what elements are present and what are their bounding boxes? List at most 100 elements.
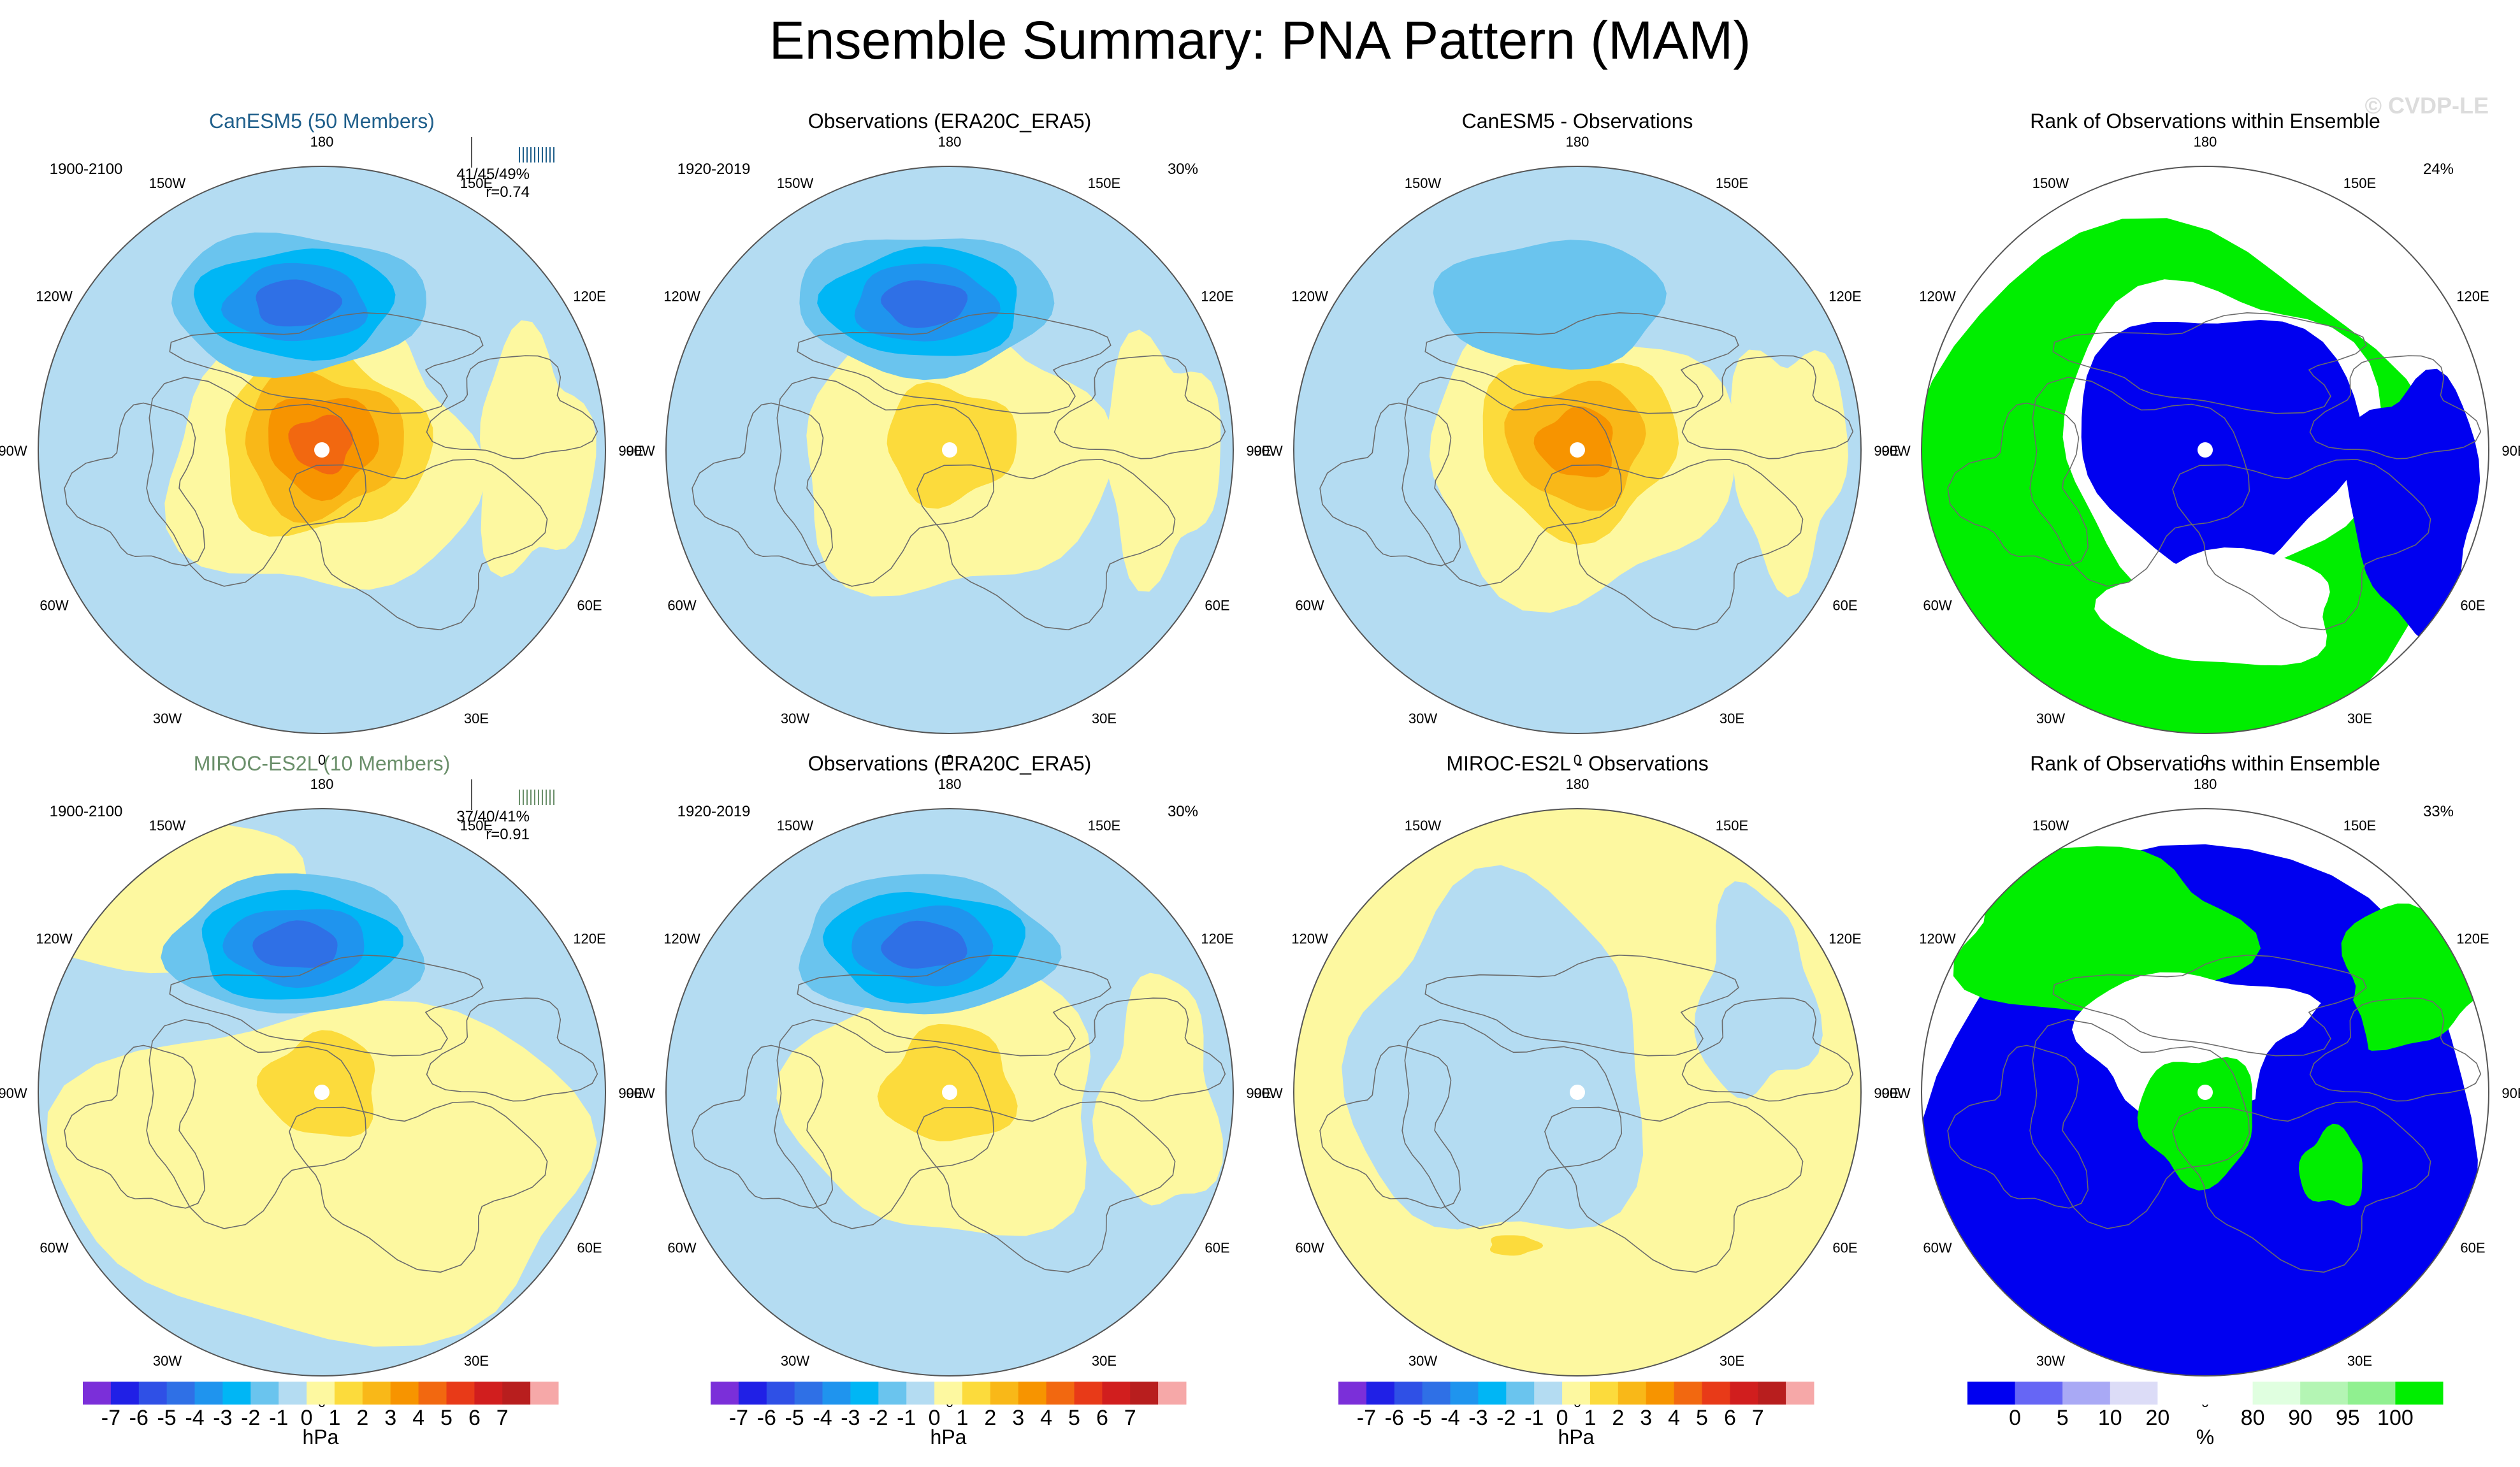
colorbar-tick-label: 95 bbox=[2336, 1406, 2360, 1430]
lon-label: 60E bbox=[1205, 1240, 1229, 1256]
map-field bbox=[1294, 166, 1861, 734]
colorbar-swatch bbox=[2395, 1382, 2444, 1405]
colorbar-swatch bbox=[1130, 1382, 1159, 1405]
lon-label: 30W bbox=[2036, 711, 2065, 726]
lon-label: 120E bbox=[1201, 931, 1233, 947]
colorbar-tick-label: -6 bbox=[1385, 1406, 1404, 1430]
colorbar-swatch bbox=[2110, 1382, 2158, 1405]
colorbar-swatch bbox=[1018, 1382, 1047, 1405]
coastline bbox=[2029, 377, 2250, 587]
lon-label: 120W bbox=[663, 289, 700, 305]
coastline bbox=[64, 1044, 206, 1209]
coastline bbox=[2309, 355, 2482, 459]
rank-region-high bbox=[2137, 1057, 2252, 1191]
variance-explained: 41/45/49% bbox=[456, 166, 530, 183]
lon-label: 30E bbox=[1092, 711, 1117, 726]
lon-label: 30E bbox=[1092, 1353, 1117, 1369]
coastline bbox=[426, 355, 598, 459]
colorbar-swatch bbox=[110, 1382, 140, 1405]
coastline bbox=[426, 997, 598, 1102]
colorbar-swatch bbox=[250, 1382, 279, 1405]
colorbar-tick-label: -3 bbox=[213, 1406, 232, 1430]
colorbar-tick-label: 5 bbox=[1696, 1406, 1708, 1430]
colorbar-swatch bbox=[1074, 1382, 1103, 1405]
colorbar-swatch bbox=[2252, 1382, 2301, 1405]
pattern-correlation: r=0.91 bbox=[486, 826, 530, 843]
anomaly-colorbar-2: -7 -6 -5 -4 -3 -2 -1 0 1 2 3 4 5 6 7 hPa bbox=[711, 1382, 1187, 1449]
coastline bbox=[169, 954, 484, 1057]
colorbar-swatch bbox=[1478, 1382, 1507, 1405]
lon-label: 90E bbox=[2502, 1085, 2520, 1101]
colorbar-tick-label: 5 bbox=[440, 1406, 453, 1430]
coastline bbox=[1947, 402, 2089, 567]
colorbar-swatch bbox=[2015, 1382, 2063, 1405]
colorbar-swatch bbox=[1589, 1382, 1619, 1405]
lon-label: 90W bbox=[1881, 443, 1910, 459]
lon-label: 60E bbox=[1205, 598, 1229, 614]
colorbar-swatch bbox=[2157, 1382, 2206, 1405]
colorbar-tick-label: 0 bbox=[1556, 1406, 1568, 1430]
lon-label: 60W bbox=[1295, 598, 1324, 614]
lon-label: 150W bbox=[149, 175, 186, 191]
coastline bbox=[2052, 312, 2367, 414]
anomaly-colorbar-3: -7 -6 -5 -4 -3 -2 -1 0 1 2 3 4 5 6 7 hPa bbox=[1338, 1382, 1814, 1449]
positive-region bbox=[47, 1001, 597, 1347]
lon-label: 30E bbox=[1720, 711, 1744, 726]
lon-label: 120W bbox=[1291, 931, 1328, 947]
positive-region bbox=[1731, 349, 1848, 598]
coastline bbox=[1401, 1019, 1623, 1229]
colorbar-tick-label: -2 bbox=[1496, 1406, 1516, 1430]
map-panel-1: 180 150E 120E 90E 60E 30E 0 30W 60W 90W 120W 150W Ca… bbox=[0, 110, 644, 768]
colorbar-swatch bbox=[934, 1382, 963, 1405]
lon-label: 30E bbox=[464, 1353, 489, 1369]
lon-label: 90W bbox=[626, 1085, 655, 1101]
lon-label: 90W bbox=[626, 443, 655, 459]
colorbar-swatch bbox=[334, 1382, 363, 1405]
colorbar-swatch bbox=[1338, 1382, 1367, 1405]
colorbar-swatch bbox=[2205, 1382, 2254, 1405]
colorbar-swatch bbox=[1394, 1382, 1423, 1405]
map-border bbox=[665, 166, 1234, 734]
panel-title: Observations (ERA20C_ERA5) bbox=[808, 752, 1092, 775]
colorbar-tick-label: -7 bbox=[101, 1406, 120, 1430]
colorbar-tick-label: 0 bbox=[2009, 1406, 2021, 1430]
lon-label: 120E bbox=[573, 931, 605, 947]
rank-region-high bbox=[2298, 1124, 2363, 1206]
colorbar-tick-label: 6 bbox=[1724, 1406, 1736, 1430]
panel-period: 1900-2100 bbox=[50, 161, 123, 178]
colorbar-tick-label: 0 bbox=[929, 1406, 941, 1430]
panel-title: MIROC-ES2L (10 Members) bbox=[194, 752, 450, 775]
colorbar-swatch bbox=[166, 1382, 195, 1405]
colorbar-tick-label: 7 bbox=[1124, 1406, 1136, 1430]
colorbar-tick-label: 10 bbox=[2098, 1406, 2122, 1430]
coastline bbox=[2029, 1019, 2250, 1229]
lon-label: 90E bbox=[618, 1085, 643, 1101]
coastline bbox=[2172, 1101, 2431, 1273]
map-panel-2: 180 150E 120E 90E 60E 30E 0 30W 60W 90W 120W 150W Ob… bbox=[626, 110, 1271, 768]
lon-label: 90E bbox=[1246, 1085, 1271, 1101]
colorbar-swatch bbox=[1730, 1382, 1758, 1405]
panel-title: CanESM5 - Observations bbox=[1462, 110, 1693, 133]
pole-marker bbox=[2198, 1085, 2213, 1100]
pole-marker bbox=[1570, 442, 1585, 458]
colorbar-tick-label: 90 bbox=[2288, 1406, 2312, 1430]
coastline bbox=[1424, 954, 1739, 1057]
colorbar-swatch bbox=[307, 1382, 335, 1405]
colorbar-tick-label: 6 bbox=[1096, 1406, 1108, 1430]
colorbar-swatch bbox=[530, 1382, 559, 1405]
colorbar-unit: hPa bbox=[303, 1426, 339, 1449]
pole-marker bbox=[942, 1085, 957, 1100]
colorbar-swatch bbox=[1366, 1382, 1395, 1405]
colorbar-swatch bbox=[1674, 1382, 1702, 1405]
lon-label: 120E bbox=[2456, 289, 2489, 305]
lon-label: 150E bbox=[460, 818, 493, 834]
map-border bbox=[1921, 166, 2489, 734]
lon-label: 60E bbox=[577, 1240, 602, 1256]
lon-label: 90W bbox=[0, 443, 27, 459]
lon-label: 60E bbox=[2460, 598, 2485, 614]
colorbar-swatch bbox=[1450, 1382, 1479, 1405]
colorbar-swatch bbox=[1534, 1382, 1563, 1405]
colorbar-tick-label: -2 bbox=[869, 1406, 888, 1430]
colorbar-swatch bbox=[850, 1382, 879, 1405]
colorbar-swatch bbox=[138, 1382, 168, 1405]
